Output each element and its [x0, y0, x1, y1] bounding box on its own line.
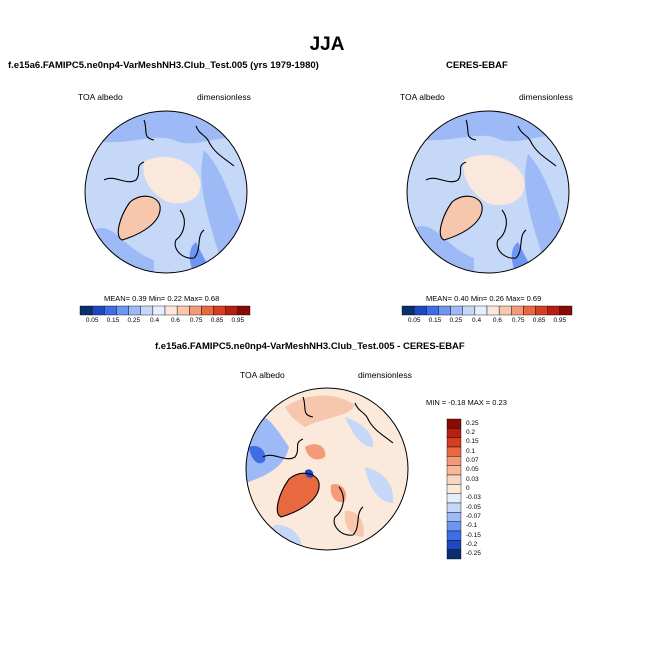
diff-panel-title: f.e15a6.FAMIPC5.ne0np4-VarMeshNH3.Club_T…	[155, 341, 465, 352]
colorbar-tick-label: 0.25	[127, 317, 141, 324]
colorbar-swatch	[213, 305, 226, 316]
colorbar-swatch	[446, 418, 462, 429]
model-units-label: dimensionless	[197, 92, 251, 102]
colorbar-tick-label: -0.03	[466, 494, 481, 502]
colorbar-tick-label: 0.6	[492, 317, 502, 324]
colorbar-swatch	[446, 530, 462, 541]
colorbar-swatch	[486, 305, 500, 316]
colorbar-swatch	[474, 305, 488, 316]
colorbar-tick-label: 0.95	[553, 317, 567, 324]
colorbar-tick-label: 0.15	[466, 438, 479, 446]
colorbar-swatch	[189, 305, 202, 316]
colorbar-tick-label: 0.85	[532, 317, 546, 324]
model-polar-map	[84, 110, 248, 274]
model-variable-label: TOA albedo	[78, 92, 123, 102]
colorbar-tick-label: -0.05	[466, 503, 481, 511]
colorbar-tick-label: 0.2	[466, 429, 476, 436]
season-title: JJA	[309, 34, 345, 55]
colorbar-tick-label: 0.75	[189, 317, 203, 324]
obs-colorbar	[401, 305, 573, 316]
colorbar-swatch	[446, 428, 462, 438]
colorbar-swatch	[446, 502, 462, 513]
colorbar-swatch	[152, 305, 166, 316]
colorbar-swatch	[91, 305, 105, 316]
colorbar-swatch	[438, 305, 451, 316]
colorbar-tick-label: 0.75	[511, 317, 525, 324]
colorbar-tick-label: 0	[466, 485, 470, 492]
colorbar-swatch	[446, 465, 462, 476]
colorbar-swatch	[446, 549, 462, 560]
colorbar-swatch	[511, 305, 524, 316]
colorbar-swatch	[79, 305, 93, 316]
colorbar-swatch	[498, 305, 512, 316]
colorbar-tick-label: 0.15	[428, 317, 442, 324]
colorbar-swatch	[446, 446, 462, 457]
diff-units-label: dimensionless	[358, 370, 412, 380]
colorbar-tick-label: 0.03	[466, 475, 479, 483]
colorbar-swatch	[446, 474, 462, 485]
colorbar-tick-label: -0.1	[466, 522, 478, 530]
colorbar-tick-label: -0.15	[466, 531, 481, 539]
colorbar-swatch	[201, 305, 214, 316]
colorbar-tick-label: 0.4	[150, 317, 160, 324]
obs-variable-label: TOA albedo	[400, 92, 445, 102]
diff-variable-label: TOA albedo	[240, 370, 285, 380]
model-panel-title: f.e15a6.FAMIPC5.ne0np4-VarMeshNH3.Club_T…	[8, 60, 319, 71]
colorbar-tick-label: 0.05	[85, 317, 99, 324]
colorbar-swatch	[547, 305, 561, 316]
colorbar-tick-label: 0.15	[106, 317, 120, 324]
diff-colorbar	[446, 418, 462, 560]
colorbar-tick-label: 0.85	[210, 317, 224, 324]
colorbar-swatch	[446, 521, 462, 532]
colorbar-swatch	[116, 305, 129, 316]
obs-units-label: dimensionless	[519, 92, 573, 102]
colorbar-swatch	[225, 305, 239, 316]
colorbar-swatch	[104, 305, 117, 316]
colorbar-swatch	[401, 305, 415, 316]
colorbar-swatch	[446, 493, 462, 504]
obs-polar-map	[406, 110, 570, 274]
colorbar-swatch	[413, 305, 427, 316]
diff-polar-map	[245, 387, 409, 551]
colorbar-swatch	[450, 305, 463, 316]
colorbar-tick-label: 0.07	[466, 457, 479, 464]
colorbar-swatch	[446, 512, 462, 522]
colorbar-swatch	[237, 305, 251, 316]
colorbar-tick-label: 0.1	[466, 447, 476, 455]
colorbar-swatch	[446, 456, 462, 466]
colorbar-swatch	[559, 305, 573, 316]
colorbar-swatch	[176, 305, 190, 316]
colorbar-swatch	[523, 305, 536, 316]
colorbar-tick-label: 0.4	[472, 317, 482, 324]
obs-stats: MEAN= 0.40 Min= 0.26 Max= 0.69	[426, 294, 542, 303]
colorbar-swatch	[426, 305, 439, 316]
obs-panel-title: CERES-EBAF	[446, 60, 508, 71]
colorbar-swatch	[446, 437, 462, 448]
colorbar-tick-label: 0.05	[466, 466, 479, 474]
colorbar-tick-label: 0.95	[231, 317, 245, 324]
colorbar-swatch	[140, 305, 154, 316]
colorbar-tick-label: 0.25	[449, 317, 463, 324]
colorbar-swatch	[535, 305, 548, 316]
colorbar-swatch	[446, 484, 462, 494]
colorbar-tick-label: 0.25	[466, 419, 479, 427]
colorbar-swatch	[128, 305, 141, 316]
colorbar-swatch	[462, 305, 476, 316]
colorbar-tick-label: -0.25	[466, 550, 481, 558]
colorbar-tick-label: 0.6	[170, 317, 180, 324]
model-stats: MEAN= 0.39 Min= 0.22 Max= 0.68	[104, 294, 220, 303]
colorbar-swatch	[164, 305, 178, 316]
diff-stats: MIN = -0.18 MAX = 0.23	[426, 398, 507, 407]
colorbar-swatch	[446, 540, 462, 550]
model-colorbar	[79, 305, 251, 316]
colorbar-tick-label: -0.2	[466, 541, 478, 548]
colorbar-tick-label: 0.05	[407, 317, 421, 324]
colorbar-tick-label: -0.07	[466, 513, 481, 520]
